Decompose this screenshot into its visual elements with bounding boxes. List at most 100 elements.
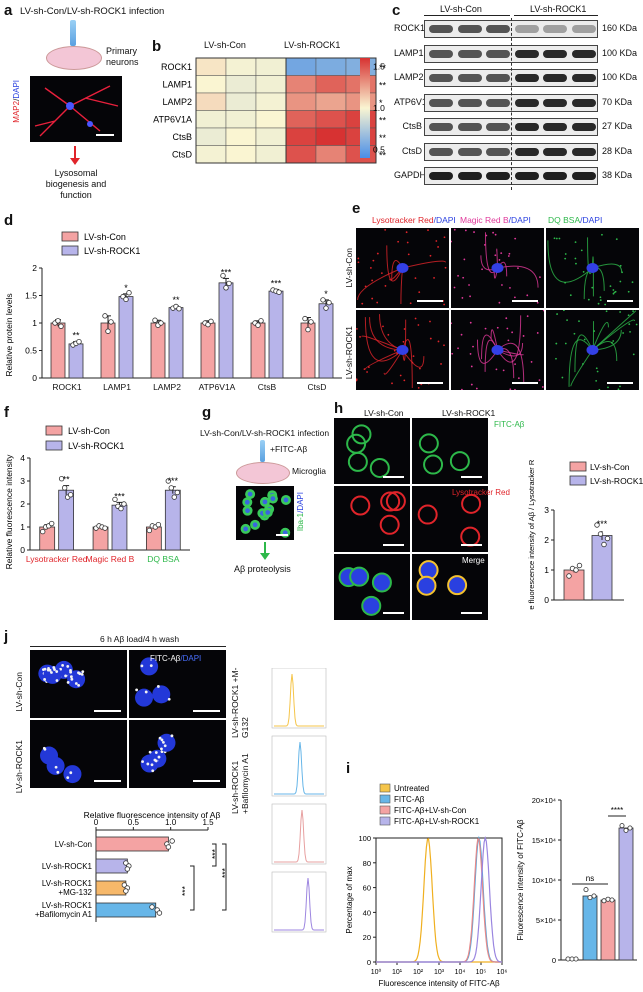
legend-swatch-con (45, 425, 63, 436)
neurite (476, 339, 498, 364)
nucleus (372, 573, 391, 592)
puncta (437, 340, 440, 343)
puncta (64, 674, 67, 678)
neuron-image (30, 76, 122, 142)
panel-label-b: b (152, 38, 162, 55)
heatmap-sig: * (379, 98, 383, 108)
puncta (154, 751, 158, 754)
panel-j-stain: FITC-Aβ/DAPI (150, 654, 201, 663)
neurite (379, 314, 403, 351)
puncta (361, 302, 364, 305)
blot-size-label: 28 KDa (602, 145, 633, 156)
data-point (55, 318, 61, 324)
puncta (599, 296, 602, 299)
puncta (583, 338, 586, 341)
puncta (144, 690, 148, 694)
puncta (509, 286, 511, 289)
puncta (414, 277, 417, 280)
micrograph-h (412, 418, 488, 484)
neurite (402, 339, 413, 388)
heatmap-cell (195, 57, 227, 76)
data-point (102, 525, 108, 531)
puncta (46, 668, 50, 672)
heatmap-cell (315, 127, 347, 146)
heatmap-cell (195, 145, 227, 164)
neurite (568, 339, 593, 387)
panel-label-f: f (4, 404, 9, 421)
blot-size-label: 160 KDa (602, 23, 638, 33)
nucleus (282, 530, 288, 536)
mini-histograms (271, 668, 327, 933)
sig-bracket (212, 843, 217, 867)
blot-band (457, 74, 482, 82)
puncta (496, 326, 499, 329)
panel-h-chart: LV-sh-Con LV-sh-ROCK1 Relative fluorescenc… (527, 460, 643, 610)
blot-band (457, 25, 482, 33)
puncta (403, 379, 406, 382)
heatmap-cell (195, 110, 227, 129)
significance-label: *** (220, 867, 230, 878)
micrograph-h (412, 554, 488, 620)
x-tick-label: 1.5 (202, 818, 214, 827)
blot-band (543, 147, 567, 156)
heatmap-cell (255, 110, 287, 129)
puncta (69, 670, 73, 674)
scale-bar (94, 710, 121, 712)
data-point (276, 289, 282, 295)
data-point (320, 297, 326, 303)
panel-i-histogram: Untreated FITC-Aβ FITC-Aβ+LV-sh-Con FITC-Aβ… (345, 783, 507, 988)
puncta (617, 388, 620, 390)
puncta (541, 386, 544, 388)
puncta (485, 234, 488, 237)
legend-label-con: LV-sh-Con (590, 462, 630, 472)
significance-label: *** (210, 848, 220, 859)
mini-histogram (274, 877, 324, 931)
panel-j-side1: LV-sh-ROCK1 +M-G132 (230, 667, 250, 738)
y-tick-label: 40 (363, 908, 371, 917)
puncta (157, 755, 161, 759)
row-label-line: LV-sh-ROCK1 (42, 901, 93, 910)
x-tick-label: CtsD (308, 382, 327, 392)
nucleus (40, 746, 59, 765)
y-tick-label: 5×10⁴ (536, 916, 556, 925)
significance-label: ** (63, 475, 71, 485)
data-point (305, 326, 311, 333)
blot-band (571, 74, 596, 82)
blot-band (486, 98, 510, 107)
row-label-line: +MG-132 (58, 888, 92, 897)
puncta (628, 323, 631, 326)
mini-histogram (274, 673, 324, 727)
puncta (70, 675, 73, 679)
blot-band (571, 172, 596, 180)
nucleus (362, 596, 381, 615)
heatmap-cell (195, 92, 227, 111)
mini-histogram (274, 741, 324, 795)
nucleus (152, 685, 171, 704)
scale-bar (512, 300, 538, 302)
puncta (598, 388, 601, 390)
puncta (469, 353, 472, 355)
nucleus (448, 576, 467, 595)
data-point (623, 827, 629, 833)
nucleus (491, 345, 504, 355)
panel-e-col1: Lysotracker Red/DAPI (372, 215, 456, 225)
nucleus (265, 510, 271, 515)
puncta (170, 734, 174, 738)
y-tick-label: 0.5 (25, 346, 37, 356)
blot-band (543, 172, 567, 180)
legend-label: FITC-Aβ+LV-sh-Con (394, 806, 466, 815)
significance-label: * (124, 283, 128, 293)
heatmap-cell (315, 110, 347, 129)
puncta (484, 327, 487, 330)
legend-label: Untreated (394, 784, 429, 793)
heatmap-sig: ** (379, 63, 387, 73)
puncta (376, 301, 379, 304)
puncta (562, 310, 565, 312)
heatmap-cell (225, 145, 257, 164)
puncta (451, 322, 453, 325)
puncta (507, 255, 510, 257)
puncta (627, 290, 630, 293)
data-point (61, 485, 68, 491)
neurite (402, 349, 425, 368)
y-tick-label: 2 (544, 535, 549, 545)
